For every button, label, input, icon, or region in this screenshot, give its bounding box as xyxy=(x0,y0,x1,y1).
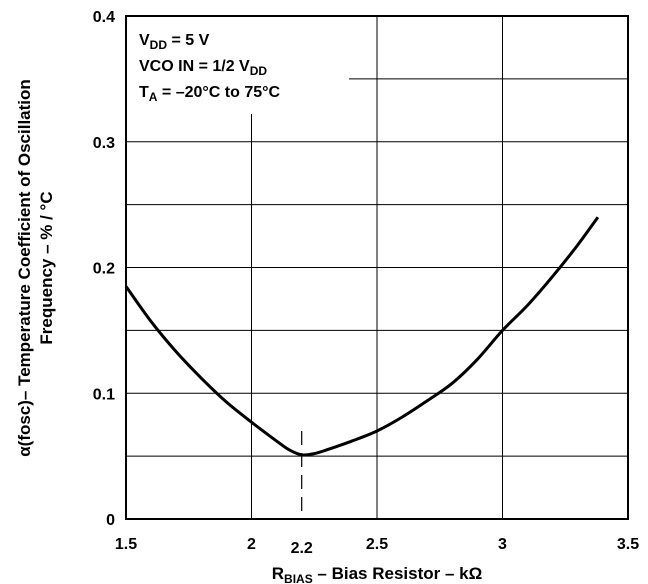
grid xyxy=(126,16,628,519)
x-tick-label: 2 xyxy=(247,536,256,553)
legend-text: VDD = 5 V VCO IN = 1/2 VDD TA = –20°C to 7… xyxy=(139,32,281,104)
y-tick-label: 0.3 xyxy=(93,135,115,152)
legend-line: VCO IN = 1/2 VDD xyxy=(139,58,267,78)
series-line xyxy=(124,216,600,457)
x-tick-label: 3 xyxy=(498,536,507,553)
legend-box xyxy=(127,17,349,114)
legend-line: VDD = 5 V xyxy=(139,32,210,52)
y-tick-labels: 0 0.1 0.2 0.3 0.4 xyxy=(93,9,115,529)
y-tick-label: 0.1 xyxy=(93,386,115,403)
x-tick-label: 3.5 xyxy=(617,536,639,553)
y-axis-label-line2: Frequency – % / °C xyxy=(37,191,56,344)
y-tick-label: 0.2 xyxy=(93,261,115,278)
x-axis-label: RBIAS – Bias Resistor – kΩ xyxy=(272,564,483,584)
plot-frame xyxy=(125,15,629,520)
x-tick-label: 2.5 xyxy=(366,536,388,553)
marker-label: 2.2 xyxy=(291,540,313,557)
y-tick-label: 0 xyxy=(106,512,115,529)
x-tick-labels: 1.5 2 2.5 3 3.5 xyxy=(115,536,639,553)
x-tick-label: 1.5 xyxy=(115,536,137,553)
legend-background xyxy=(127,17,349,114)
y-axis-label-line1: α(fosc)– Temperature Coefficient of Osci… xyxy=(15,79,34,457)
legend-line: TA = –20°C to 75°C xyxy=(139,84,281,104)
marker: 2.2 xyxy=(291,430,313,557)
y-tick-label: 0.4 xyxy=(93,9,115,26)
